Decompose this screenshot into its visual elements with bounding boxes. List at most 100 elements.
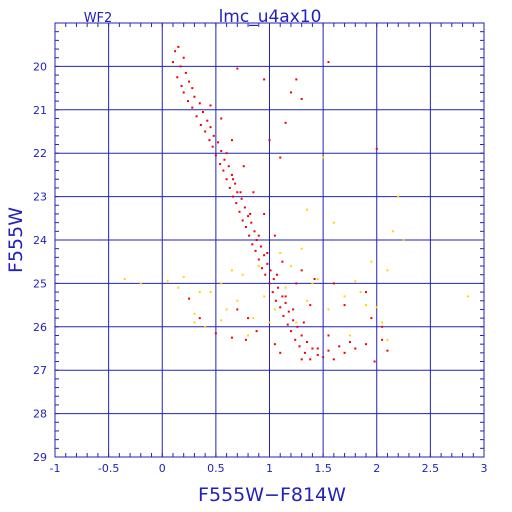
data-point (332, 282, 335, 285)
data-point (284, 286, 287, 289)
y-axis-label: F555W (5, 207, 27, 273)
data-point (193, 95, 196, 98)
data-point (193, 312, 196, 315)
data-point (397, 195, 400, 198)
data-point (294, 338, 297, 341)
data-point (263, 254, 266, 257)
data-point (225, 308, 228, 311)
data-point (279, 252, 282, 255)
data-point (244, 338, 247, 341)
data-point (359, 291, 362, 294)
data-point (230, 173, 233, 176)
data-point (271, 291, 274, 294)
data-point (343, 295, 346, 298)
data-point (292, 308, 295, 311)
data-point (295, 282, 298, 285)
data-point (332, 358, 335, 361)
data-point (287, 310, 290, 313)
data-point (279, 156, 282, 159)
data-point (214, 154, 217, 157)
data-point (235, 202, 238, 205)
chart-title: lmc_u4ax10 (219, 7, 322, 27)
data-point (193, 321, 196, 324)
data-point (182, 56, 185, 59)
data-point (247, 317, 250, 320)
data-point (247, 215, 250, 218)
y-tick-label: 25 (33, 277, 47, 290)
y-tick-label: 24 (33, 234, 47, 247)
data-point (300, 269, 303, 272)
data-point (241, 273, 244, 276)
data-point (204, 130, 207, 133)
data-point (302, 321, 305, 324)
data-point (327, 308, 330, 311)
y-tick-label: 23 (33, 191, 47, 204)
data-point (240, 197, 243, 200)
data-point (199, 123, 202, 126)
data-point (309, 304, 312, 307)
data-point (228, 186, 231, 189)
data-point (230, 336, 233, 339)
data-point (370, 260, 373, 263)
data-point (381, 325, 384, 328)
data-point (220, 150, 223, 153)
data-point (277, 286, 280, 289)
data-point (209, 104, 212, 107)
y-tick-label: 29 (33, 451, 47, 464)
data-point (370, 317, 373, 320)
data-point (354, 347, 357, 350)
y-tick-label: 22 (33, 147, 47, 160)
data-point (338, 345, 341, 348)
y-tick-label: 26 (33, 321, 47, 334)
data-point (232, 178, 235, 181)
data-point (171, 61, 174, 64)
data-point (266, 262, 269, 265)
data-point (232, 195, 235, 198)
data-point (316, 354, 319, 357)
data-point (300, 247, 303, 250)
data-point (286, 323, 289, 326)
data-point (381, 338, 384, 341)
grid (54, 22, 485, 458)
data-point (386, 269, 389, 272)
data-point (391, 230, 394, 233)
data-point (284, 121, 287, 124)
data-point (313, 278, 316, 281)
data-point (322, 356, 325, 359)
data-point (236, 308, 239, 311)
data-point (257, 234, 260, 237)
data-point (198, 317, 201, 320)
data-point (306, 299, 309, 302)
data-point (255, 330, 258, 333)
data-point (217, 141, 220, 144)
data-point (375, 306, 378, 309)
data-point (309, 358, 312, 361)
data-point (266, 252, 269, 255)
data-point (186, 100, 189, 103)
data-point (244, 225, 247, 228)
data-point (281, 260, 284, 263)
data-point (327, 334, 330, 337)
data-point (239, 191, 242, 194)
data-point (188, 297, 191, 300)
data-point (268, 321, 271, 324)
data-point (211, 145, 214, 148)
data-point (166, 280, 169, 283)
data-point (282, 314, 285, 317)
x-tick-label: 0 (159, 462, 166, 475)
data-point (209, 291, 212, 294)
data-point (365, 343, 368, 346)
data-point (263, 78, 266, 81)
data-point (263, 295, 266, 298)
data-point (295, 321, 298, 324)
data-point (332, 221, 335, 224)
data-point (247, 334, 250, 337)
data-point (212, 134, 215, 137)
data-point (289, 330, 292, 333)
data-point (402, 239, 405, 241)
chart-subtitle: WF2 (84, 11, 113, 26)
data-point (220, 117, 223, 120)
data-point (257, 258, 260, 261)
data-point (230, 139, 233, 142)
data-point (284, 301, 287, 304)
